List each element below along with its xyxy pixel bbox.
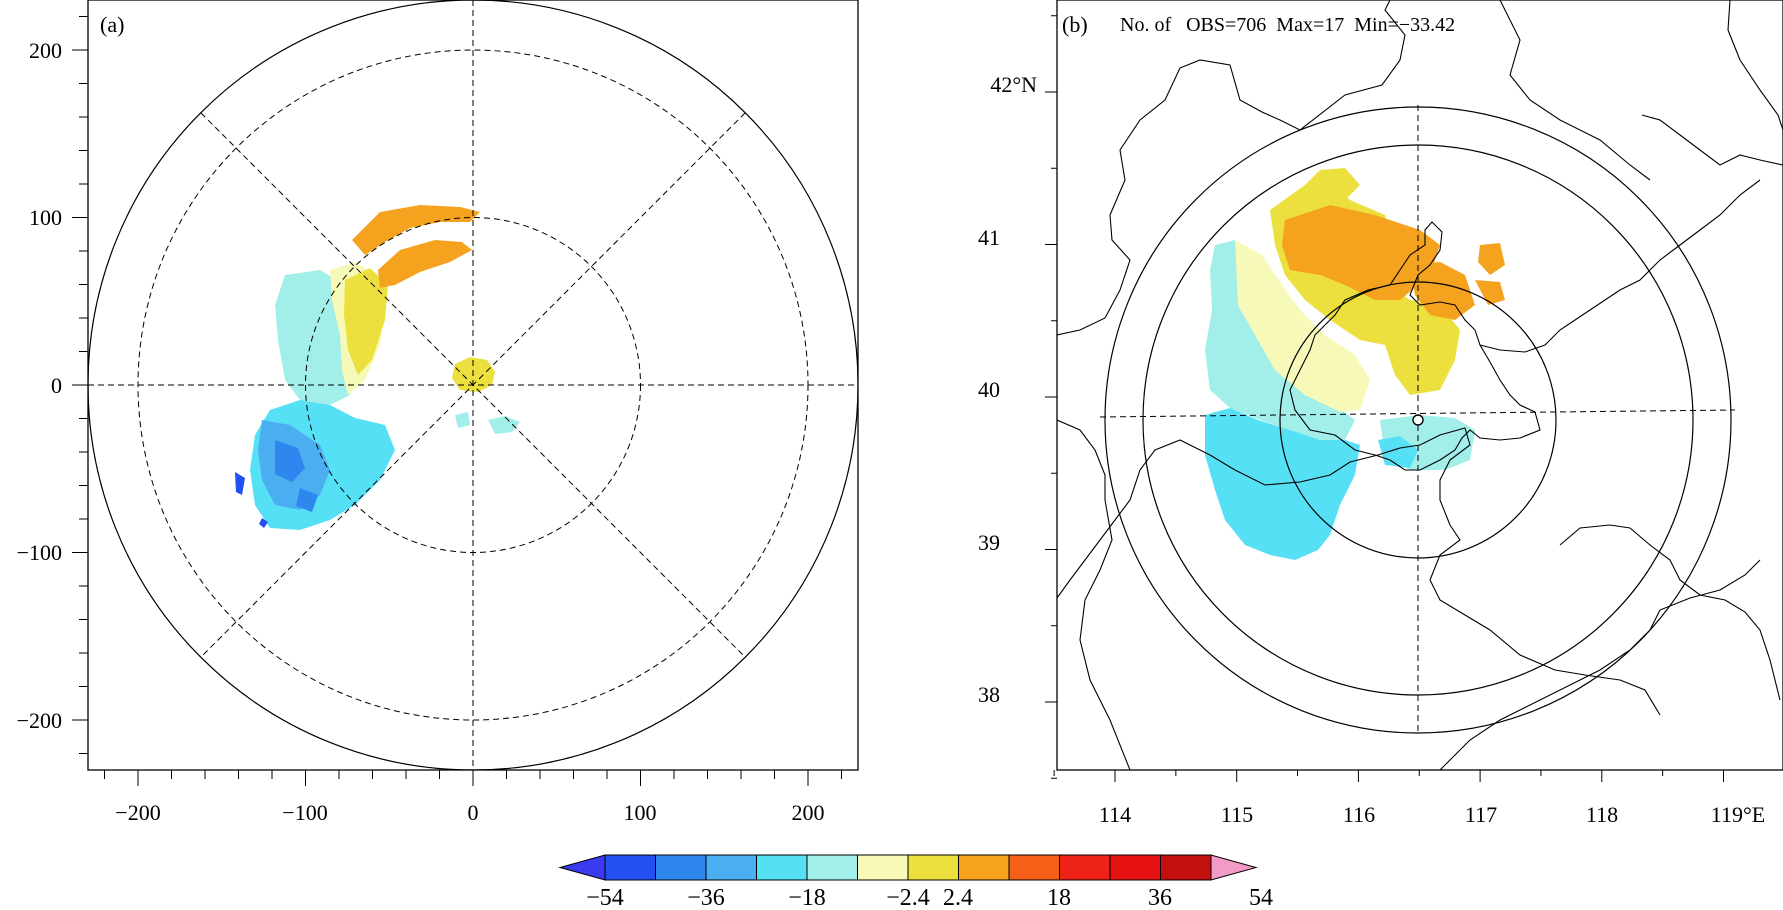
panel-b-frame [1056, 0, 1783, 771]
colorbar-swatch [604, 854, 656, 881]
panel-b-ticks [1045, 15, 1724, 782]
colorbar-label: 2.4 [943, 885, 973, 910]
colorbar-label: −18 [788, 885, 826, 910]
dark-blue-spots-a [275, 440, 318, 512]
colorbar-label: 54 [1249, 885, 1273, 910]
yellow-region-a [344, 268, 388, 375]
y-tick-a-0: 200 [29, 38, 62, 63]
colorbar-swatch [705, 854, 757, 881]
x-tick-a-2: 0 [468, 800, 479, 825]
colorbar-label: −2.4 [886, 885, 930, 910]
x-tick-b-2: 116 [1343, 802, 1375, 827]
orange-northeast-b [1475, 243, 1505, 305]
colorbar-label: −54 [586, 885, 624, 910]
x-tick-b-1: 115 [1221, 802, 1253, 827]
colorbar-under-triangle [558, 854, 606, 881]
orange-east-b [1410, 262, 1475, 320]
panel-a: −200 −100 0 100 200 200 100 0 −100 −200 … [17, 0, 859, 825]
colorbar-swatch [806, 854, 858, 881]
orange-region-b [1282, 205, 1440, 300]
x-tick-a-3: 100 [624, 800, 657, 825]
province-borders [1057, 0, 1783, 770]
x-tick-b-4: 118 [1586, 802, 1618, 827]
y-tick-a-1: 100 [29, 205, 62, 230]
colorbar-label: 36 [1148, 885, 1172, 910]
colorbar-label: −36 [687, 885, 725, 910]
colorbar-swatch [1109, 854, 1161, 881]
x-tick-a-1: −100 [282, 800, 327, 825]
y-tick-a-3: −100 [17, 540, 62, 565]
panel-a-label: (a) [100, 12, 124, 37]
colorbar [558, 854, 1258, 881]
colorbar-swatch [655, 854, 707, 881]
cyan-south-patch-b [1378, 436, 1418, 468]
colorbar-swatch [1008, 854, 1060, 881]
y-tick-b-1: 41 [978, 225, 1000, 250]
x-tick-b-0: 114 [1099, 802, 1131, 827]
x-tick-a-4: 200 [792, 800, 825, 825]
light-cyan-region-b [1205, 240, 1355, 440]
colorbar-swatch [958, 854, 1010, 881]
colorbar-over-triangle [1210, 854, 1258, 881]
x-tick-b-5: 119°E [1711, 802, 1765, 827]
light-cyan-fragments-a [295, 290, 342, 345]
y-tick-a-4: −200 [17, 708, 62, 733]
colorbar-swatch [907, 854, 959, 881]
orange-arc-upper-a [352, 205, 480, 255]
colorbar-label: 18 [1047, 885, 1071, 910]
near-radar-cyan-a [455, 412, 520, 434]
yellow-north-b [1300, 168, 1360, 205]
dark-blue-speckles-a [235, 472, 268, 528]
x-tick-a-0: −200 [115, 800, 160, 825]
azimuth-lines-a [88, 0, 858, 770]
panel-a-precipitation [235, 205, 520, 530]
panel-b-label: (b) [1062, 12, 1088, 37]
panel-a-y-tick-labels: 200 100 0 −100 −200 [17, 38, 62, 733]
panel-b: 114 115 116 117 118 119°E 42°N 41 40 39 … [978, 0, 1783, 827]
panel-a-ticks [72, 16, 842, 786]
panel-b-x-tick-labels: 114 115 116 117 118 119°E [1099, 802, 1765, 827]
colorbar-labels: −54 −36 −18 −2.4 2.4 18 36 54 [586, 885, 1273, 910]
colorbar-swatch [756, 854, 808, 881]
panel-b-y-tick-labels: 42°N 41 40 39 38 [978, 72, 1037, 707]
y-tick-b-0: 42°N [990, 72, 1037, 97]
orange-arc-lower-a [378, 240, 472, 288]
panel-b-precipitation [1205, 168, 1505, 560]
colorbar-swatch [857, 854, 909, 881]
y-tick-b-4: 38 [978, 682, 1000, 707]
pale-yellow-region-b [1235, 240, 1370, 412]
colorbar-swatch [1160, 854, 1212, 881]
colorbar-swatch [1059, 854, 1111, 881]
x-tick-b-3: 117 [1465, 802, 1497, 827]
y-tick-b-2: 40 [978, 377, 1000, 402]
panel-a-x-tick-labels: −200 −100 0 100 200 [115, 800, 824, 825]
y-tick-a-2: 0 [51, 373, 62, 398]
panel-b-title: No. of OBS=706 Max=17 Min=−33.42 [1120, 14, 1455, 36]
radar-site-marker [1412, 414, 1424, 426]
y-tick-b-3: 39 [978, 530, 1000, 555]
